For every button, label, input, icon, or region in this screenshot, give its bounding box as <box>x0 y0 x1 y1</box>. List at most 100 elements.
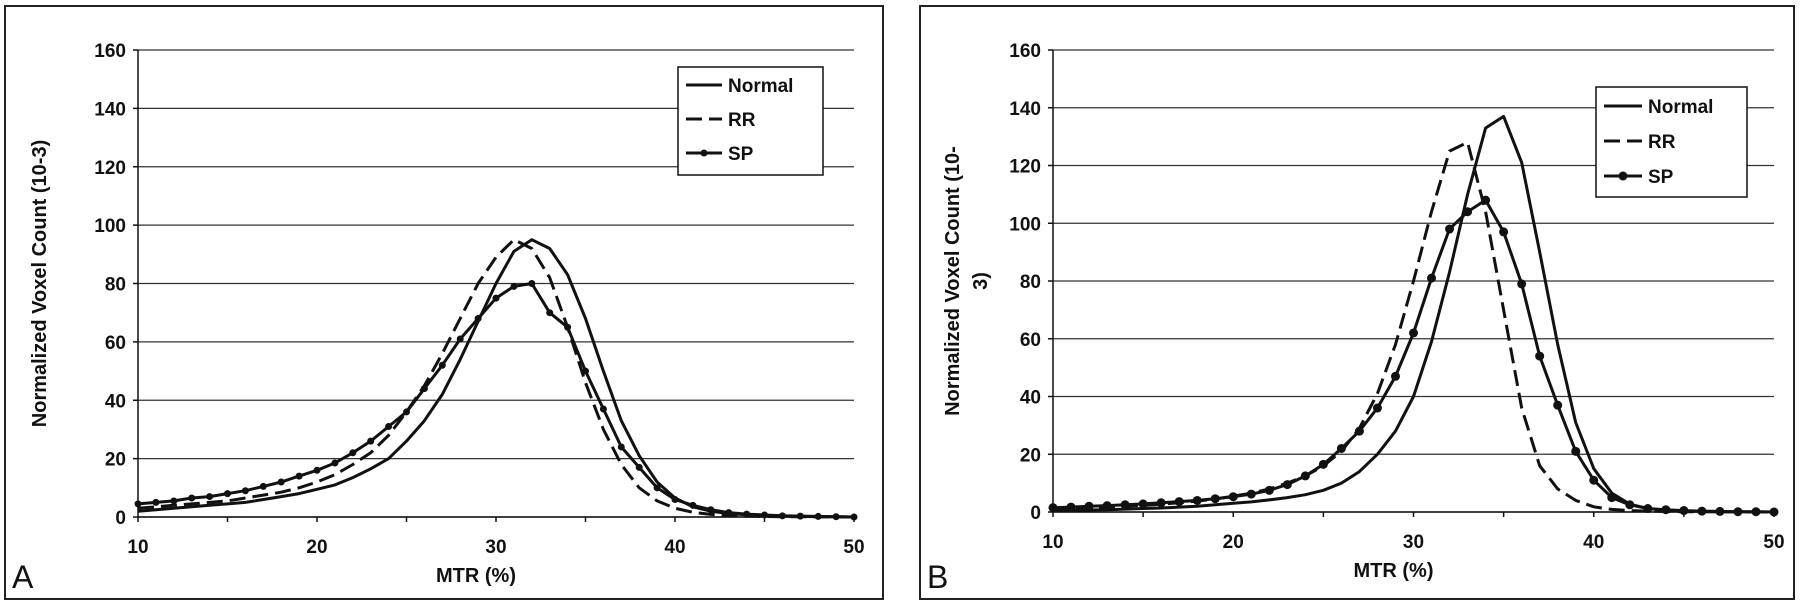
y-tick-label: 160 <box>1009 41 1041 62</box>
data-point-sp <box>1246 489 1256 499</box>
data-point-sp <box>492 294 500 302</box>
data-point-sp <box>1264 485 1274 495</box>
data-point-sp <box>832 513 840 521</box>
y-tick-label: 40 <box>105 391 126 412</box>
y-axis-label: 3) <box>970 272 992 290</box>
data-point-sp <box>277 478 285 486</box>
data-point-sp <box>1643 504 1653 514</box>
data-point-sp <box>582 367 589 375</box>
y-tick-label: 140 <box>1009 99 1041 120</box>
x-tick-label: 50 <box>1763 532 1784 553</box>
data-point-sp <box>1120 500 1130 510</box>
data-point-sp <box>152 498 160 506</box>
data-point-sp <box>1048 503 1058 513</box>
data-point-sp <box>241 487 249 495</box>
data-point-sp <box>367 437 375 445</box>
data-point-sp <box>385 423 393 431</box>
series-line-rr <box>1052 140 1774 514</box>
data-point-sp <box>1733 507 1743 517</box>
data-point-sp <box>1661 505 1671 515</box>
y-tick-label: 120 <box>94 158 126 179</box>
data-point-sp <box>1336 443 1346 453</box>
data-point-sp <box>1769 507 1779 517</box>
y-tick-label: 100 <box>1009 214 1041 235</box>
data-point-sp <box>1174 497 1184 507</box>
data-point-sp <box>438 361 446 369</box>
data-point-sp <box>295 472 303 480</box>
data-point-sp <box>206 493 214 501</box>
data-point-sp <box>456 335 464 343</box>
y-tick-label: 20 <box>105 450 126 471</box>
x-tick-label: 10 <box>127 537 148 558</box>
series-line-rr <box>137 238 855 519</box>
data-point-sp <box>1499 227 1509 237</box>
panel-label-b: B <box>927 559 949 595</box>
y-tick-label: 60 <box>1020 330 1041 351</box>
legend-marker <box>1618 171 1628 181</box>
chart-b-svg: 0 20 40 60 80 100 120 140 160 10 20 30 40 50 MTR (%) No… <box>942 41 1785 582</box>
x-tick-label: 40 <box>664 537 685 558</box>
data-point-sp <box>349 449 357 457</box>
data-point-sp <box>1354 426 1364 436</box>
x-tick-label: 20 <box>306 537 327 558</box>
data-point-sp <box>1535 351 1545 361</box>
data-point-sp <box>761 511 768 519</box>
data-point-sp <box>1282 480 1292 490</box>
data-point-sp <box>1679 506 1689 516</box>
data-point-sp <box>653 484 661 492</box>
data-point-sp <box>528 280 536 287</box>
data-point-sp <box>134 500 142 508</box>
data-point-sp <box>617 443 625 451</box>
legend-label-sp: SP <box>728 144 754 165</box>
y-tick-label: 160 <box>94 41 126 62</box>
data-point-sp <box>420 385 428 393</box>
data-point-sp <box>1517 279 1527 289</box>
data-point-sp <box>170 497 178 505</box>
legend-marker <box>700 149 708 157</box>
chart-panel-b: 0 20 40 60 80 100 120 140 160 10 20 30 40 50 MTR (%) No… <box>919 5 1795 600</box>
data-point-sp <box>1697 506 1707 516</box>
data-point-sp <box>1210 494 1220 504</box>
data-point-sp <box>1102 501 1112 511</box>
x-axis-label: MTR (%) <box>436 565 516 587</box>
y-axis-label: Normalized Voxel Count (10- <box>942 146 964 416</box>
data-point-sp <box>1372 403 1382 413</box>
y-tick-label: 0 <box>115 508 126 529</box>
y-tick-label: 120 <box>1009 157 1041 178</box>
x-tick-label: 50 <box>843 537 864 558</box>
data-point-sp <box>1445 224 1455 234</box>
data-point-sp <box>546 309 554 317</box>
x-axis-label: MTR (%) <box>1354 560 1434 582</box>
data-point-sp <box>1607 493 1617 503</box>
y-tick-label: 40 <box>1020 388 1041 409</box>
data-point-sp <box>259 482 267 490</box>
y-tick-label: 140 <box>94 99 126 120</box>
data-point-sp <box>224 490 231 498</box>
data-point-sp <box>1589 475 1599 485</box>
panel-label-a: A <box>12 559 34 595</box>
data-point-sp <box>331 459 339 467</box>
data-point-sp <box>689 501 697 509</box>
x-tick-label: 20 <box>1223 532 1244 553</box>
data-point-sp <box>1390 371 1400 381</box>
data-point-sp <box>1751 507 1761 517</box>
x-tick-label: 10 <box>1042 532 1063 553</box>
legend-label-normal: Normal <box>728 76 793 97</box>
data-point-sp <box>743 510 751 518</box>
x-tick-label: 30 <box>485 537 506 558</box>
data-point-sp <box>1066 502 1076 512</box>
data-point-sp <box>635 463 643 471</box>
y-tick-label: 100 <box>94 216 126 237</box>
data-point-sp <box>1192 495 1202 505</box>
x-tick-label: 40 <box>1583 532 1604 553</box>
data-point-sp <box>1300 471 1310 481</box>
y-tick-label: 80 <box>1020 272 1041 293</box>
data-point-sp <box>671 495 679 503</box>
data-point-sp <box>403 408 410 416</box>
data-point-sp <box>1427 273 1437 283</box>
data-point-sp <box>707 506 715 514</box>
data-point-sp <box>1553 400 1563 410</box>
data-point-sp <box>1625 500 1635 510</box>
y-tick-label: 60 <box>105 333 126 354</box>
legend-label-rr: RR <box>1648 132 1676 153</box>
